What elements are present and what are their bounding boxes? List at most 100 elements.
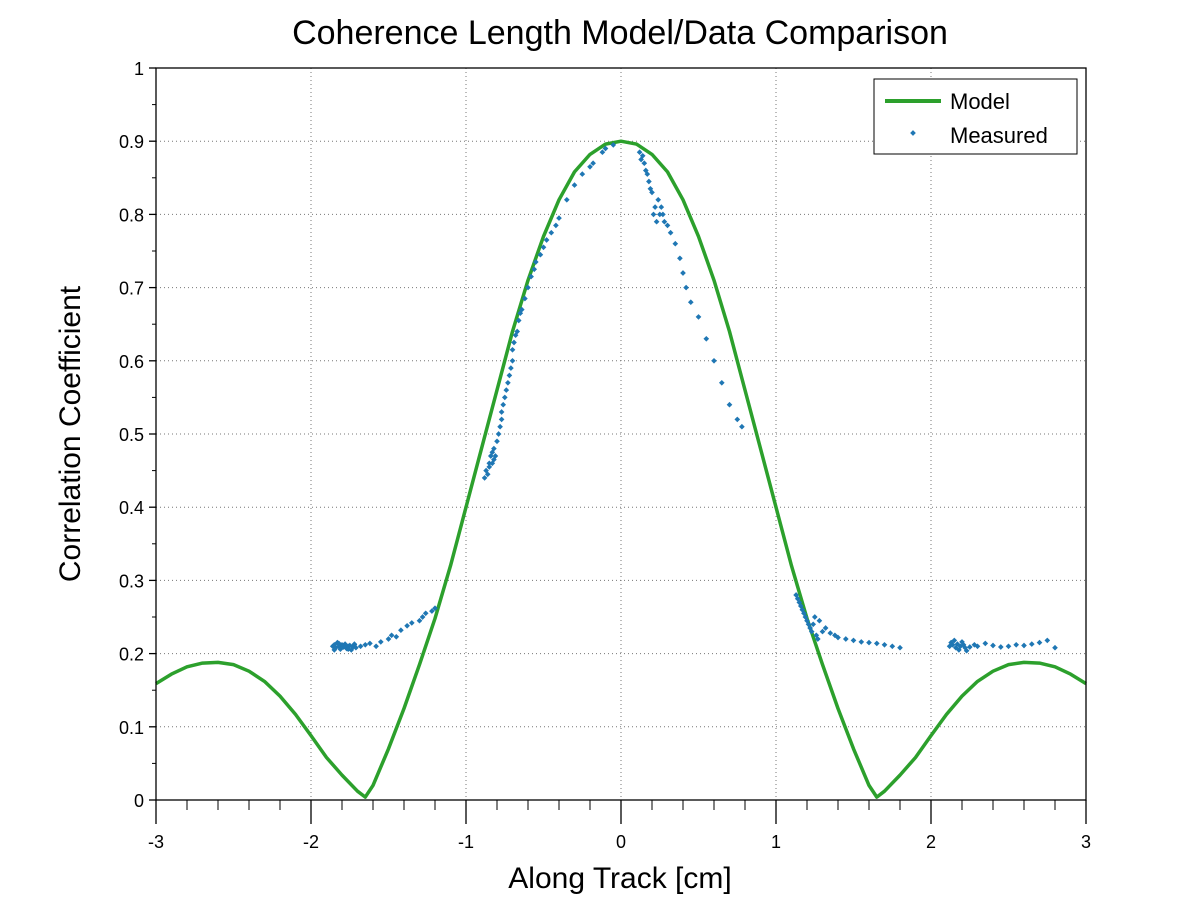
x-tick-label: 3 xyxy=(1081,832,1091,852)
measured-point xyxy=(501,394,508,401)
measured-point xyxy=(811,614,818,620)
measured-point xyxy=(587,163,593,170)
measured-point xyxy=(819,628,826,635)
y-tick-label: 0.9 xyxy=(119,132,144,152)
measured-point xyxy=(481,475,488,481)
measured-point xyxy=(850,637,857,644)
measured-point xyxy=(540,244,547,251)
measured-point xyxy=(734,416,741,423)
measured-point xyxy=(1052,644,1058,651)
measured-point xyxy=(646,178,652,185)
measured-point xyxy=(650,211,657,218)
measured-point xyxy=(602,145,609,152)
measured-point xyxy=(393,633,400,640)
measured-point xyxy=(814,636,821,642)
measured-point xyxy=(655,196,662,203)
measured-point xyxy=(419,614,426,620)
measured-point xyxy=(661,218,668,225)
measured-point xyxy=(548,229,555,236)
measured-point xyxy=(408,620,415,626)
y-tick-label: 0.1 xyxy=(119,718,144,738)
y-tick-label: 0.8 xyxy=(119,205,144,225)
measured-point xyxy=(873,640,880,647)
y-tick-label: 1 xyxy=(134,59,144,79)
measured-point xyxy=(866,639,872,646)
measured-point xyxy=(677,255,683,262)
x-tick-label: -2 xyxy=(303,832,319,852)
measured-point xyxy=(498,416,505,423)
measured-point xyxy=(810,621,817,628)
measured-point xyxy=(484,471,491,478)
measured-point xyxy=(822,625,829,631)
y-tick-label: 0.7 xyxy=(119,279,144,299)
y-tick-label: 0.4 xyxy=(119,498,144,518)
measured-point xyxy=(486,460,493,467)
x-axis-title: Along Track [cm] xyxy=(508,862,731,895)
measured-point xyxy=(515,317,522,324)
measured-point xyxy=(511,339,517,346)
measured-point xyxy=(718,379,725,386)
measured-point xyxy=(579,171,586,177)
measured-point xyxy=(503,387,510,393)
y-tick-label: 0 xyxy=(134,791,144,811)
measured-point xyxy=(711,357,717,364)
measured-point xyxy=(563,196,570,203)
measured-point xyxy=(514,328,521,335)
measured-point xyxy=(362,641,369,648)
measured-point xyxy=(660,211,666,218)
y-axis: 0 0.1 0.2 0.3 0.4 0.5 0.6 0.7 0.8 0.9 1 xyxy=(119,59,156,811)
measured-point xyxy=(680,270,686,276)
measured-point xyxy=(951,637,958,644)
chart-title: Coherence Length Model/Data Comparison xyxy=(292,14,948,52)
y-tick-label: 0.5 xyxy=(119,425,144,445)
y-tick-label: 0.3 xyxy=(119,571,144,591)
measured-point xyxy=(842,636,849,642)
measured-point xyxy=(997,644,1004,650)
measured-point xyxy=(664,222,671,229)
measured-point xyxy=(658,204,665,210)
measured-point xyxy=(636,149,643,156)
measured-point xyxy=(492,453,499,459)
measured-point xyxy=(543,237,550,243)
x-tick-label: 2 xyxy=(926,832,936,852)
measured-point xyxy=(525,284,531,291)
x-tick-label: 1 xyxy=(771,832,781,852)
measured-point xyxy=(528,273,534,280)
measured-point xyxy=(336,640,342,647)
measured-point xyxy=(518,306,525,313)
measured-point xyxy=(340,642,347,649)
legend-measured-swatch xyxy=(910,130,916,136)
measured-point xyxy=(1021,642,1027,649)
measured-point xyxy=(1036,639,1043,646)
measured-point xyxy=(404,622,410,629)
x-tick-label: 0 xyxy=(616,832,626,852)
measured-point xyxy=(498,409,505,415)
measured-point xyxy=(351,641,358,647)
y-axis-title: Correlation Coefficient xyxy=(54,285,87,582)
measured-point xyxy=(652,204,658,210)
measured-point xyxy=(739,423,745,430)
measured-point xyxy=(398,627,404,634)
measured-point xyxy=(672,240,679,247)
measured-point xyxy=(656,211,663,218)
measured-point xyxy=(1013,641,1020,648)
measured-point xyxy=(522,295,528,302)
measured-point xyxy=(687,299,694,306)
measured-point xyxy=(497,423,503,430)
model-series-layer xyxy=(155,139,1087,799)
measured-point xyxy=(509,357,516,364)
measured-point xyxy=(531,266,538,273)
measured-point xyxy=(667,229,674,236)
measured-point xyxy=(1028,641,1035,647)
measured-point xyxy=(881,641,888,648)
legend-measured-label: Measured xyxy=(950,123,1048,148)
x-axis: -3 -2 -1 0 1 2 3 xyxy=(148,800,1091,852)
measured-point xyxy=(889,643,896,650)
measured-point xyxy=(966,644,973,650)
x-tick-label: -3 xyxy=(148,832,164,852)
measured-point xyxy=(486,464,493,470)
measured-point xyxy=(974,643,981,650)
measured-point xyxy=(653,218,660,225)
measured-point xyxy=(963,647,970,654)
